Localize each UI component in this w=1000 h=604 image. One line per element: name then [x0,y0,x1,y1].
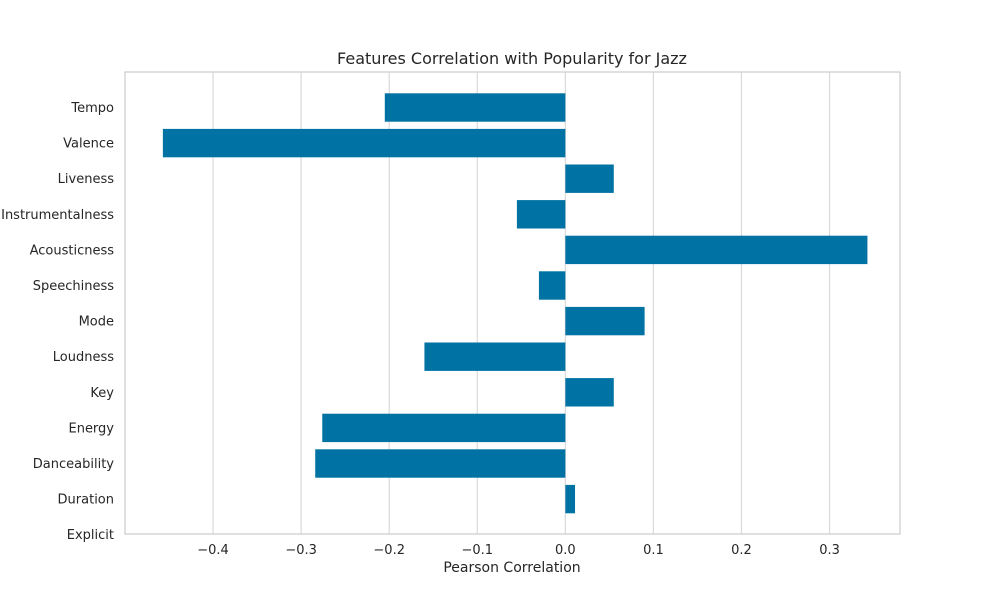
bar-loudness [424,342,566,371]
bar-speechiness [538,271,566,300]
bar-instrumentalness [516,200,566,229]
plot-frame [124,71,901,535]
x-tick-label: 0.0 [555,543,576,558]
y-tick-label-valence: Valence [63,137,114,152]
y-tick-labels: Tempo Valence Liveness Instrumentalness Acou… [1,101,114,543]
chart-title: Features Correlation with Popularity for… [337,49,687,68]
bar-liveness [565,164,614,193]
bar-energy [322,413,566,443]
y-tick-label-speechiness: Speechiness [33,279,115,294]
x-tick-label: 0.2 [731,543,752,558]
x-tick-label: −0.4 [197,543,229,558]
x-axis-label: Pearson Correlation [443,560,580,576]
x-tick-labels: −0.4 −0.3 −0.2 −0.1 0.0 0.1 0.2 0.3 [197,543,840,558]
x-tick-label: −0.3 [285,543,317,558]
x-tick-label: 0.1 [643,543,664,558]
y-tick-label-danceability: Danceability [33,457,115,472]
y-tick-label-liveness: Liveness [58,172,115,187]
bar-acousticness [565,235,868,265]
x-tick-label: −0.2 [373,543,405,558]
y-tick-label-tempo: Tempo [70,101,114,116]
bar-danceability [315,449,566,478]
y-tick-label-duration: Duration [58,493,114,508]
y-tick-label-explicit: Explicit [67,528,114,543]
bar-key [565,378,614,407]
x-tick-label: 0.3 [819,543,840,558]
x-tick-label: −0.1 [461,543,493,558]
bars [162,93,868,514]
y-tick-label-energy: Energy [68,421,114,436]
y-tick-label-instrumentalness: Instrumentalness [1,208,114,223]
y-tick-label-loudness: Loudness [53,350,114,365]
y-tick-label-mode: Mode [79,315,114,330]
y-tick-label-acousticness: Acousticness [30,243,115,258]
bar-duration [565,484,576,514]
bar-valence [162,128,566,158]
bar-tempo [384,93,566,122]
bar-mode [565,306,645,336]
y-tick-label-key: Key [90,386,114,401]
